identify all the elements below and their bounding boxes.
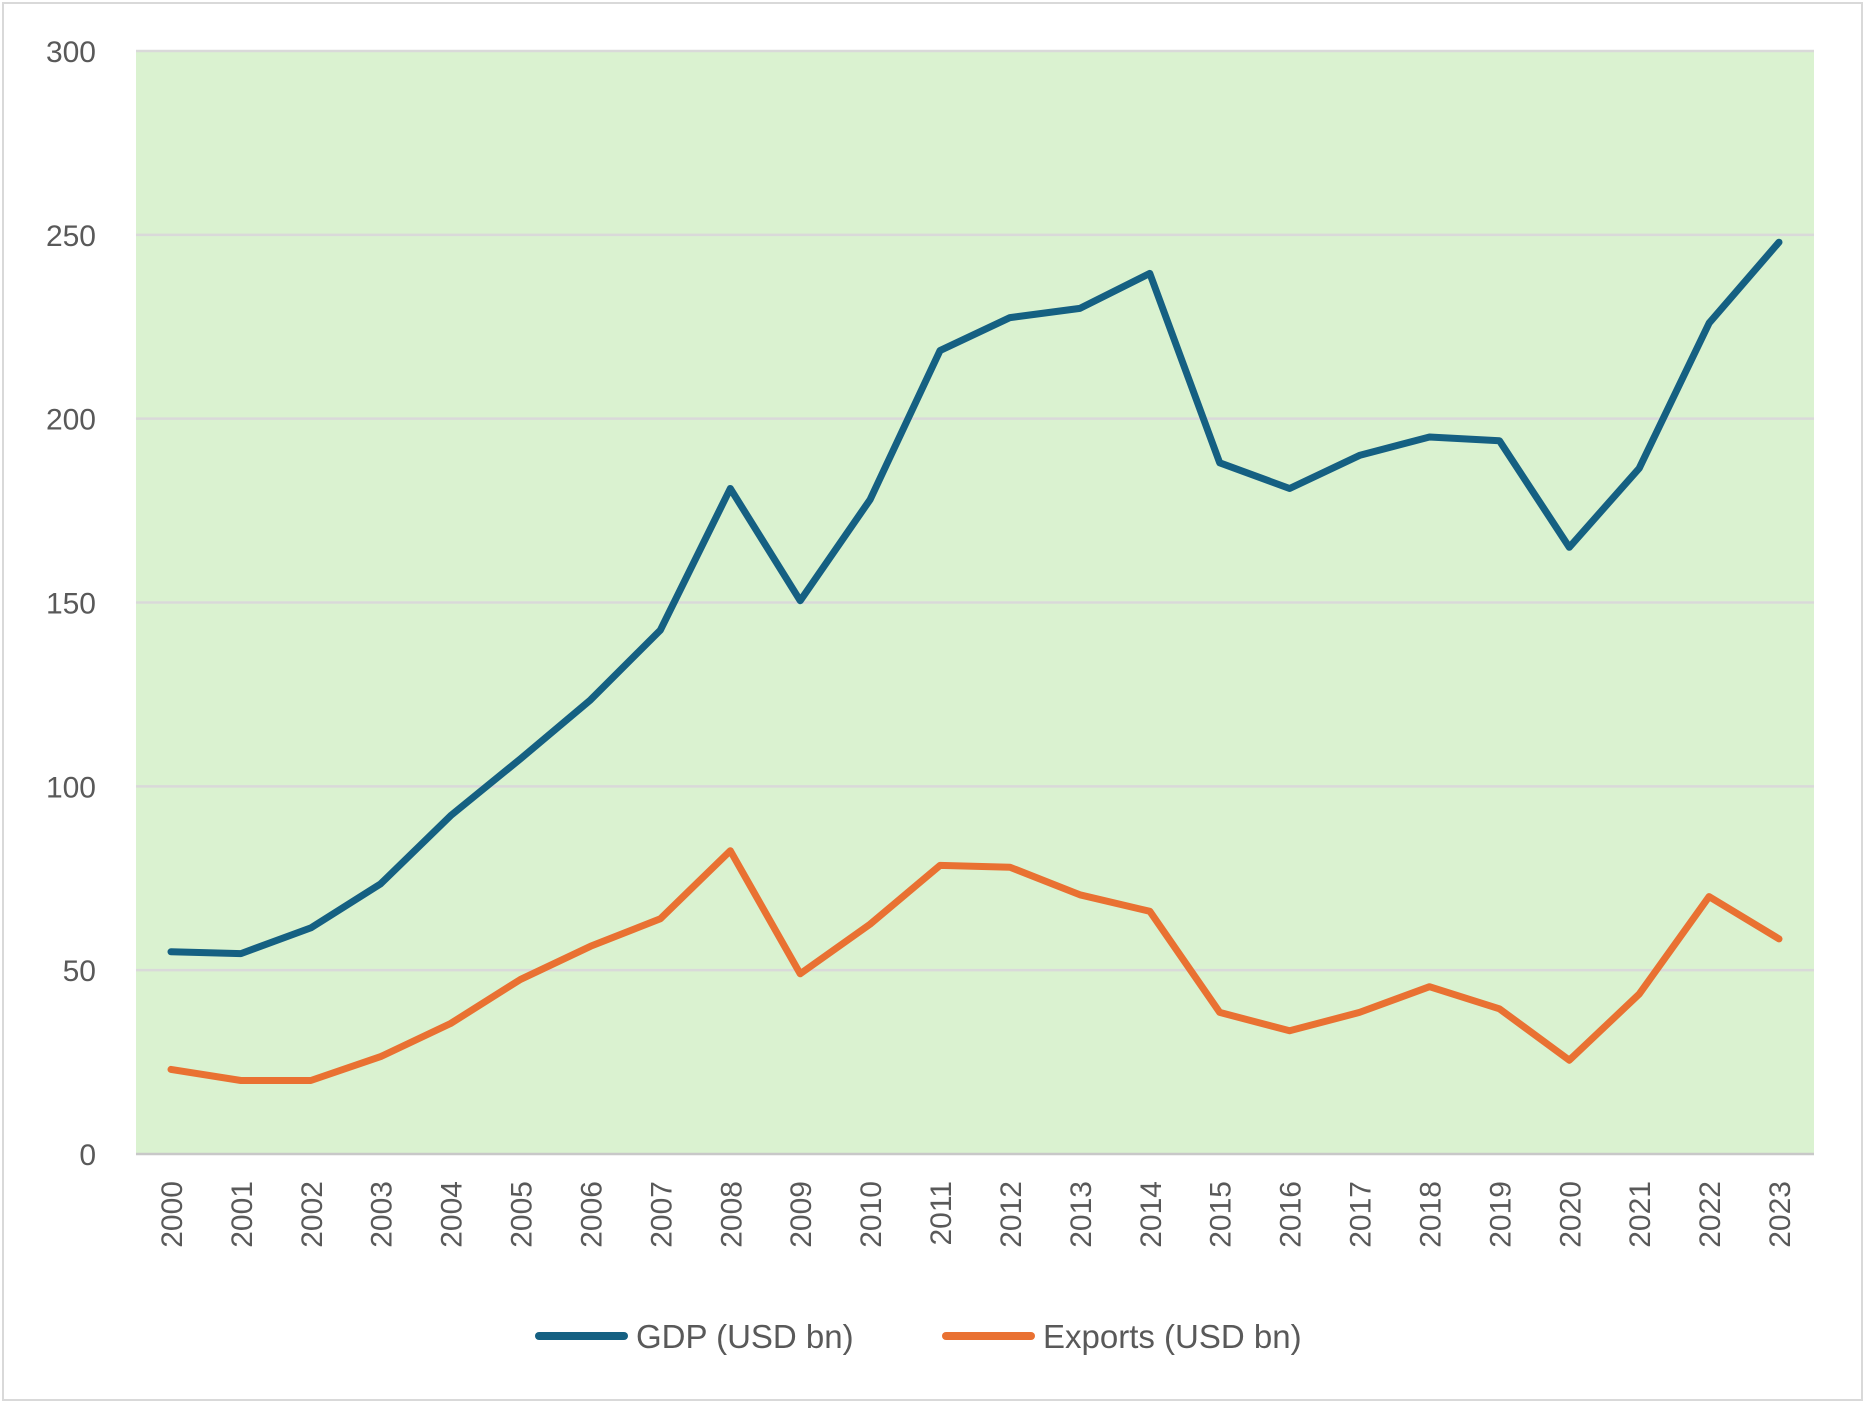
x-tick-label: 2013 <box>1065 1181 1098 1248</box>
legend-item-exports: Exports (USD bn) <box>942 1318 1302 1355</box>
x-tick-label: 2009 <box>785 1181 818 1248</box>
data-point <box>1497 439 1501 443</box>
x-tick-label: 2023 <box>1764 1181 1797 1248</box>
x-tick-label: 2016 <box>1275 1181 1308 1248</box>
data-point <box>658 628 662 632</box>
data-point <box>449 814 453 818</box>
data-point <box>1427 435 1431 439</box>
data-point <box>1218 1010 1222 1014</box>
data-point <box>1008 865 1012 869</box>
data-point <box>728 849 732 853</box>
data-point <box>728 487 732 491</box>
data-point <box>1637 992 1641 996</box>
data-point <box>1358 453 1362 457</box>
x-tick-label: 2022 <box>1694 1181 1727 1248</box>
data-point <box>658 917 662 921</box>
data-point <box>519 757 523 761</box>
data-point <box>1218 461 1222 465</box>
data-point <box>1148 909 1152 913</box>
x-tick-label: 2018 <box>1414 1181 1447 1248</box>
legend-item-gdp: GDP (USD bn) <box>535 1318 854 1355</box>
data-point <box>1427 985 1431 989</box>
y-tick-label: 200 <box>46 404 96 437</box>
x-tick-label: 2011 <box>925 1181 958 1246</box>
x-tick-label: 2003 <box>366 1181 399 1248</box>
x-tick-label: 2006 <box>575 1181 608 1248</box>
data-point <box>1637 466 1641 470</box>
x-tick-label: 2008 <box>715 1181 748 1248</box>
data-point <box>938 349 942 353</box>
x-tick-label: 2020 <box>1554 1181 1587 1248</box>
data-point <box>1567 545 1571 549</box>
data-point <box>1777 937 1781 941</box>
data-point <box>1497 1007 1501 1011</box>
x-tick-label: 2012 <box>995 1181 1028 1248</box>
y-tick-label: 300 <box>46 36 96 69</box>
y-tick-label: 0 <box>79 1139 96 1172</box>
series-line-exports <box>167 847 1783 1084</box>
data-point <box>1288 487 1292 491</box>
data-point <box>169 950 173 954</box>
y-tick-label: 150 <box>46 588 96 621</box>
data-point <box>588 698 592 702</box>
data-point <box>379 882 383 886</box>
data-point <box>1358 1010 1362 1014</box>
data-point <box>1148 271 1152 275</box>
data-point <box>1707 321 1711 325</box>
data-point <box>1288 1029 1292 1033</box>
y-tick-label: 100 <box>46 771 96 804</box>
x-tick-label: 2007 <box>645 1181 678 1248</box>
data-point <box>309 1078 313 1082</box>
data-point <box>379 1055 383 1059</box>
y-tick-label: 250 <box>46 220 96 253</box>
y-axis: 0 50 100 150 200 250 300 <box>46 36 96 1172</box>
x-tick-label: 2002 <box>296 1181 329 1248</box>
data-point <box>1567 1058 1571 1062</box>
data-point <box>798 972 802 976</box>
x-tick-label: 2000 <box>156 1181 189 1248</box>
data-point <box>868 498 872 502</box>
x-tick-label: 2014 <box>1135 1181 1168 1248</box>
x-tick-label: 2005 <box>506 1181 539 1248</box>
x-tick-label: 2004 <box>436 1181 469 1248</box>
series-line-gdp <box>167 238 1783 958</box>
data-point <box>1707 895 1711 899</box>
data-point <box>519 977 523 981</box>
data-point <box>868 922 872 926</box>
legend: GDP (USD bn) Exports (USD bn) <box>535 1318 1302 1355</box>
legend-label: Exports (USD bn) <box>1043 1318 1302 1355</box>
y-tick-label: 50 <box>63 955 96 988</box>
data-point <box>938 863 942 867</box>
x-tick-label: 2001 <box>226 1181 259 1248</box>
series-layer <box>167 238 1783 1084</box>
gridlines <box>136 49 1814 1156</box>
data-point <box>1078 306 1082 310</box>
data-point <box>309 926 313 930</box>
x-tick-label: 2019 <box>1484 1181 1517 1248</box>
legend-label: GDP (USD bn) <box>636 1318 854 1355</box>
data-point <box>239 1078 243 1082</box>
data-point <box>588 944 592 948</box>
data-point <box>239 952 243 956</box>
data-point <box>1777 240 1781 244</box>
data-point <box>1008 316 1012 320</box>
x-tick-label: 2017 <box>1345 1181 1378 1248</box>
data-point <box>169 1067 173 1071</box>
x-tick-label: 2010 <box>855 1181 888 1248</box>
x-tick-label: 2021 <box>1624 1181 1657 1248</box>
data-point <box>449 1021 453 1025</box>
x-tick-label: 2015 <box>1205 1181 1238 1248</box>
data-point <box>798 599 802 603</box>
data-point <box>1078 893 1082 897</box>
x-axis: 2000 2001 2002 2003 2004 2005 2006 2007 2008 2009… <box>156 1181 1797 1248</box>
